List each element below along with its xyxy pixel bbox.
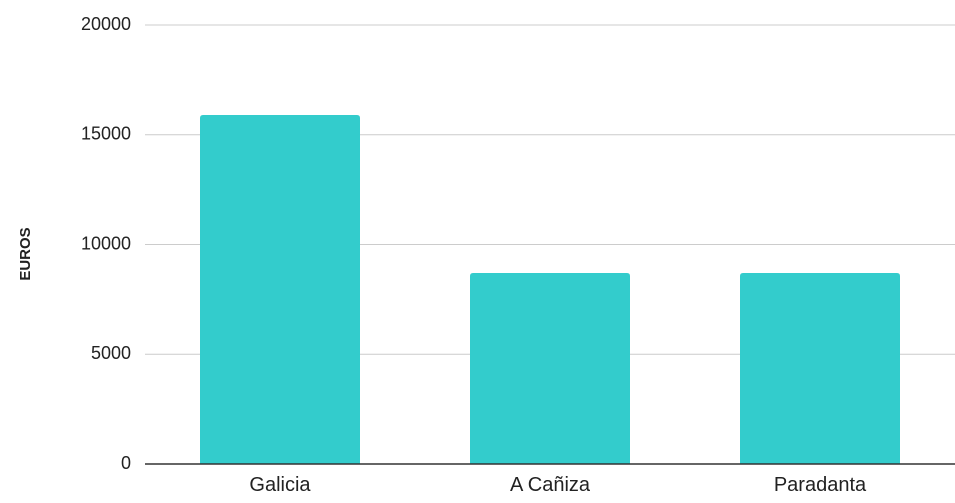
y-tick-label: 20000 [81, 14, 131, 34]
bar-a-ca-iza [470, 273, 630, 464]
bars [200, 114, 900, 465]
x-tick-label: Galicia [249, 474, 311, 496]
x-tick-label: Paradanta [774, 474, 867, 496]
y-axis-title: EUROS [17, 227, 34, 280]
y-tick-label: 5000 [91, 343, 131, 363]
bar-galicia [200, 114, 360, 465]
y-tick-label: 10000 [81, 233, 131, 253]
y-tick-label: 0 [121, 453, 131, 473]
axes: 0 5000 10000 15000 20000 Galicia A Cañiza Parad… [81, 14, 955, 496]
y-tick-label: 15000 [81, 124, 131, 144]
bar-paradanta [740, 273, 900, 464]
x-tick-label: A Cañiza [510, 474, 591, 496]
